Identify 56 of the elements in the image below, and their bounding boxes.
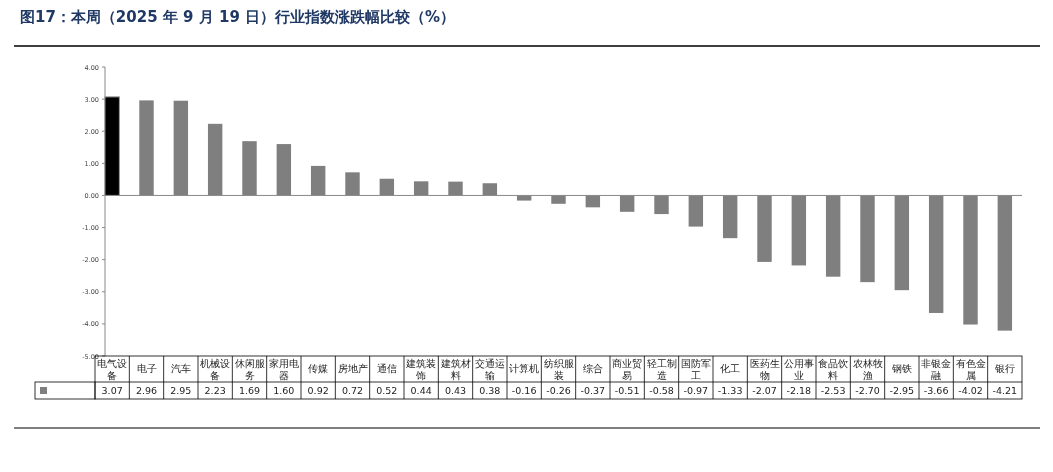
data-label: 0.52 — [376, 385, 398, 396]
data-label: -2.95 — [889, 385, 915, 396]
data-label: -0.37 — [580, 385, 606, 396]
x-tick-label: 电子 — [136, 363, 157, 374]
x-tick-label: 纺织服装 — [543, 358, 574, 381]
x-tick-label: 家用电器 — [268, 358, 299, 381]
x-tick-label: 非银金融 — [921, 358, 952, 381]
x-tick-label: 钢铁 — [890, 363, 912, 374]
data-label: -4.02 — [958, 385, 983, 396]
x-tick-label: 建筑材料 — [439, 358, 471, 381]
data-label: 0.92 — [307, 385, 329, 396]
x-tick-label: 交通运输 — [474, 358, 505, 381]
x-tick-label: 化工 — [720, 363, 741, 374]
data-label: 0.43 — [444, 385, 467, 396]
x-tick-label: 国防军工 — [680, 358, 711, 381]
x-tick-label: 公用事业 — [783, 358, 814, 381]
x-tick-label: 汽车 — [170, 363, 191, 374]
data-label: -0.97 — [683, 385, 709, 396]
data-label: -0.51 — [614, 385, 640, 396]
x-tick-label: 农林牧渔 — [852, 358, 883, 381]
data-label: 3.07 — [101, 385, 123, 396]
x-tick-label: 计算机 — [509, 363, 540, 374]
x-tick-label: 有色金属 — [955, 358, 986, 381]
bar — [104, 96, 120, 196]
x-tick-label: 建筑装饰 — [405, 358, 437, 381]
data-label: -2.07 — [752, 385, 777, 396]
data-label: 1.60 — [273, 385, 295, 396]
x-tick-label: 机械设备 — [200, 358, 231, 381]
x-tick-label: 轻工制造 — [646, 358, 677, 381]
data-label: -0.26 — [546, 385, 571, 396]
data-label: -2.70 — [855, 385, 880, 396]
data-label: -4.21 — [992, 385, 1018, 396]
data-label: 0.44 — [410, 385, 432, 396]
data-label: 0.38 — [479, 385, 501, 396]
x-tick-label: 休闲服务 — [234, 358, 265, 381]
x-tick-label: 综合 — [582, 363, 603, 374]
x-tick-label: 电气设备 — [97, 358, 128, 381]
data-label: -0.58 — [649, 385, 674, 396]
x-tick-label: 房地产 — [337, 363, 368, 374]
x-tick-label: 食品饮料 — [818, 358, 849, 381]
data-label: -2.18 — [786, 385, 812, 396]
data-label: 2.95 — [170, 385, 192, 396]
data-label: -3.66 — [923, 385, 949, 396]
data-label: 2.96 — [135, 385, 158, 396]
data-label: -0.16 — [511, 385, 537, 396]
chart-title: 图17：本周（2025 年 9 月 19 日）行业指数涨跌幅比较（%） — [20, 8, 456, 26]
x-tick-label: 传媒 — [308, 363, 329, 374]
data-label: -2.53 — [820, 385, 846, 396]
data-label: 1.69 — [238, 385, 261, 396]
x-tick-label: 商业贸易 — [612, 358, 643, 381]
data-label: -1.33 — [717, 385, 743, 396]
data-label: 0.72 — [341, 385, 364, 396]
data-label: 2.23 — [204, 385, 226, 396]
x-tick-label: 银行 — [993, 363, 1015, 374]
x-tick-label: 医药生物 — [749, 358, 780, 381]
x-tick-label: 通信 — [376, 363, 397, 374]
